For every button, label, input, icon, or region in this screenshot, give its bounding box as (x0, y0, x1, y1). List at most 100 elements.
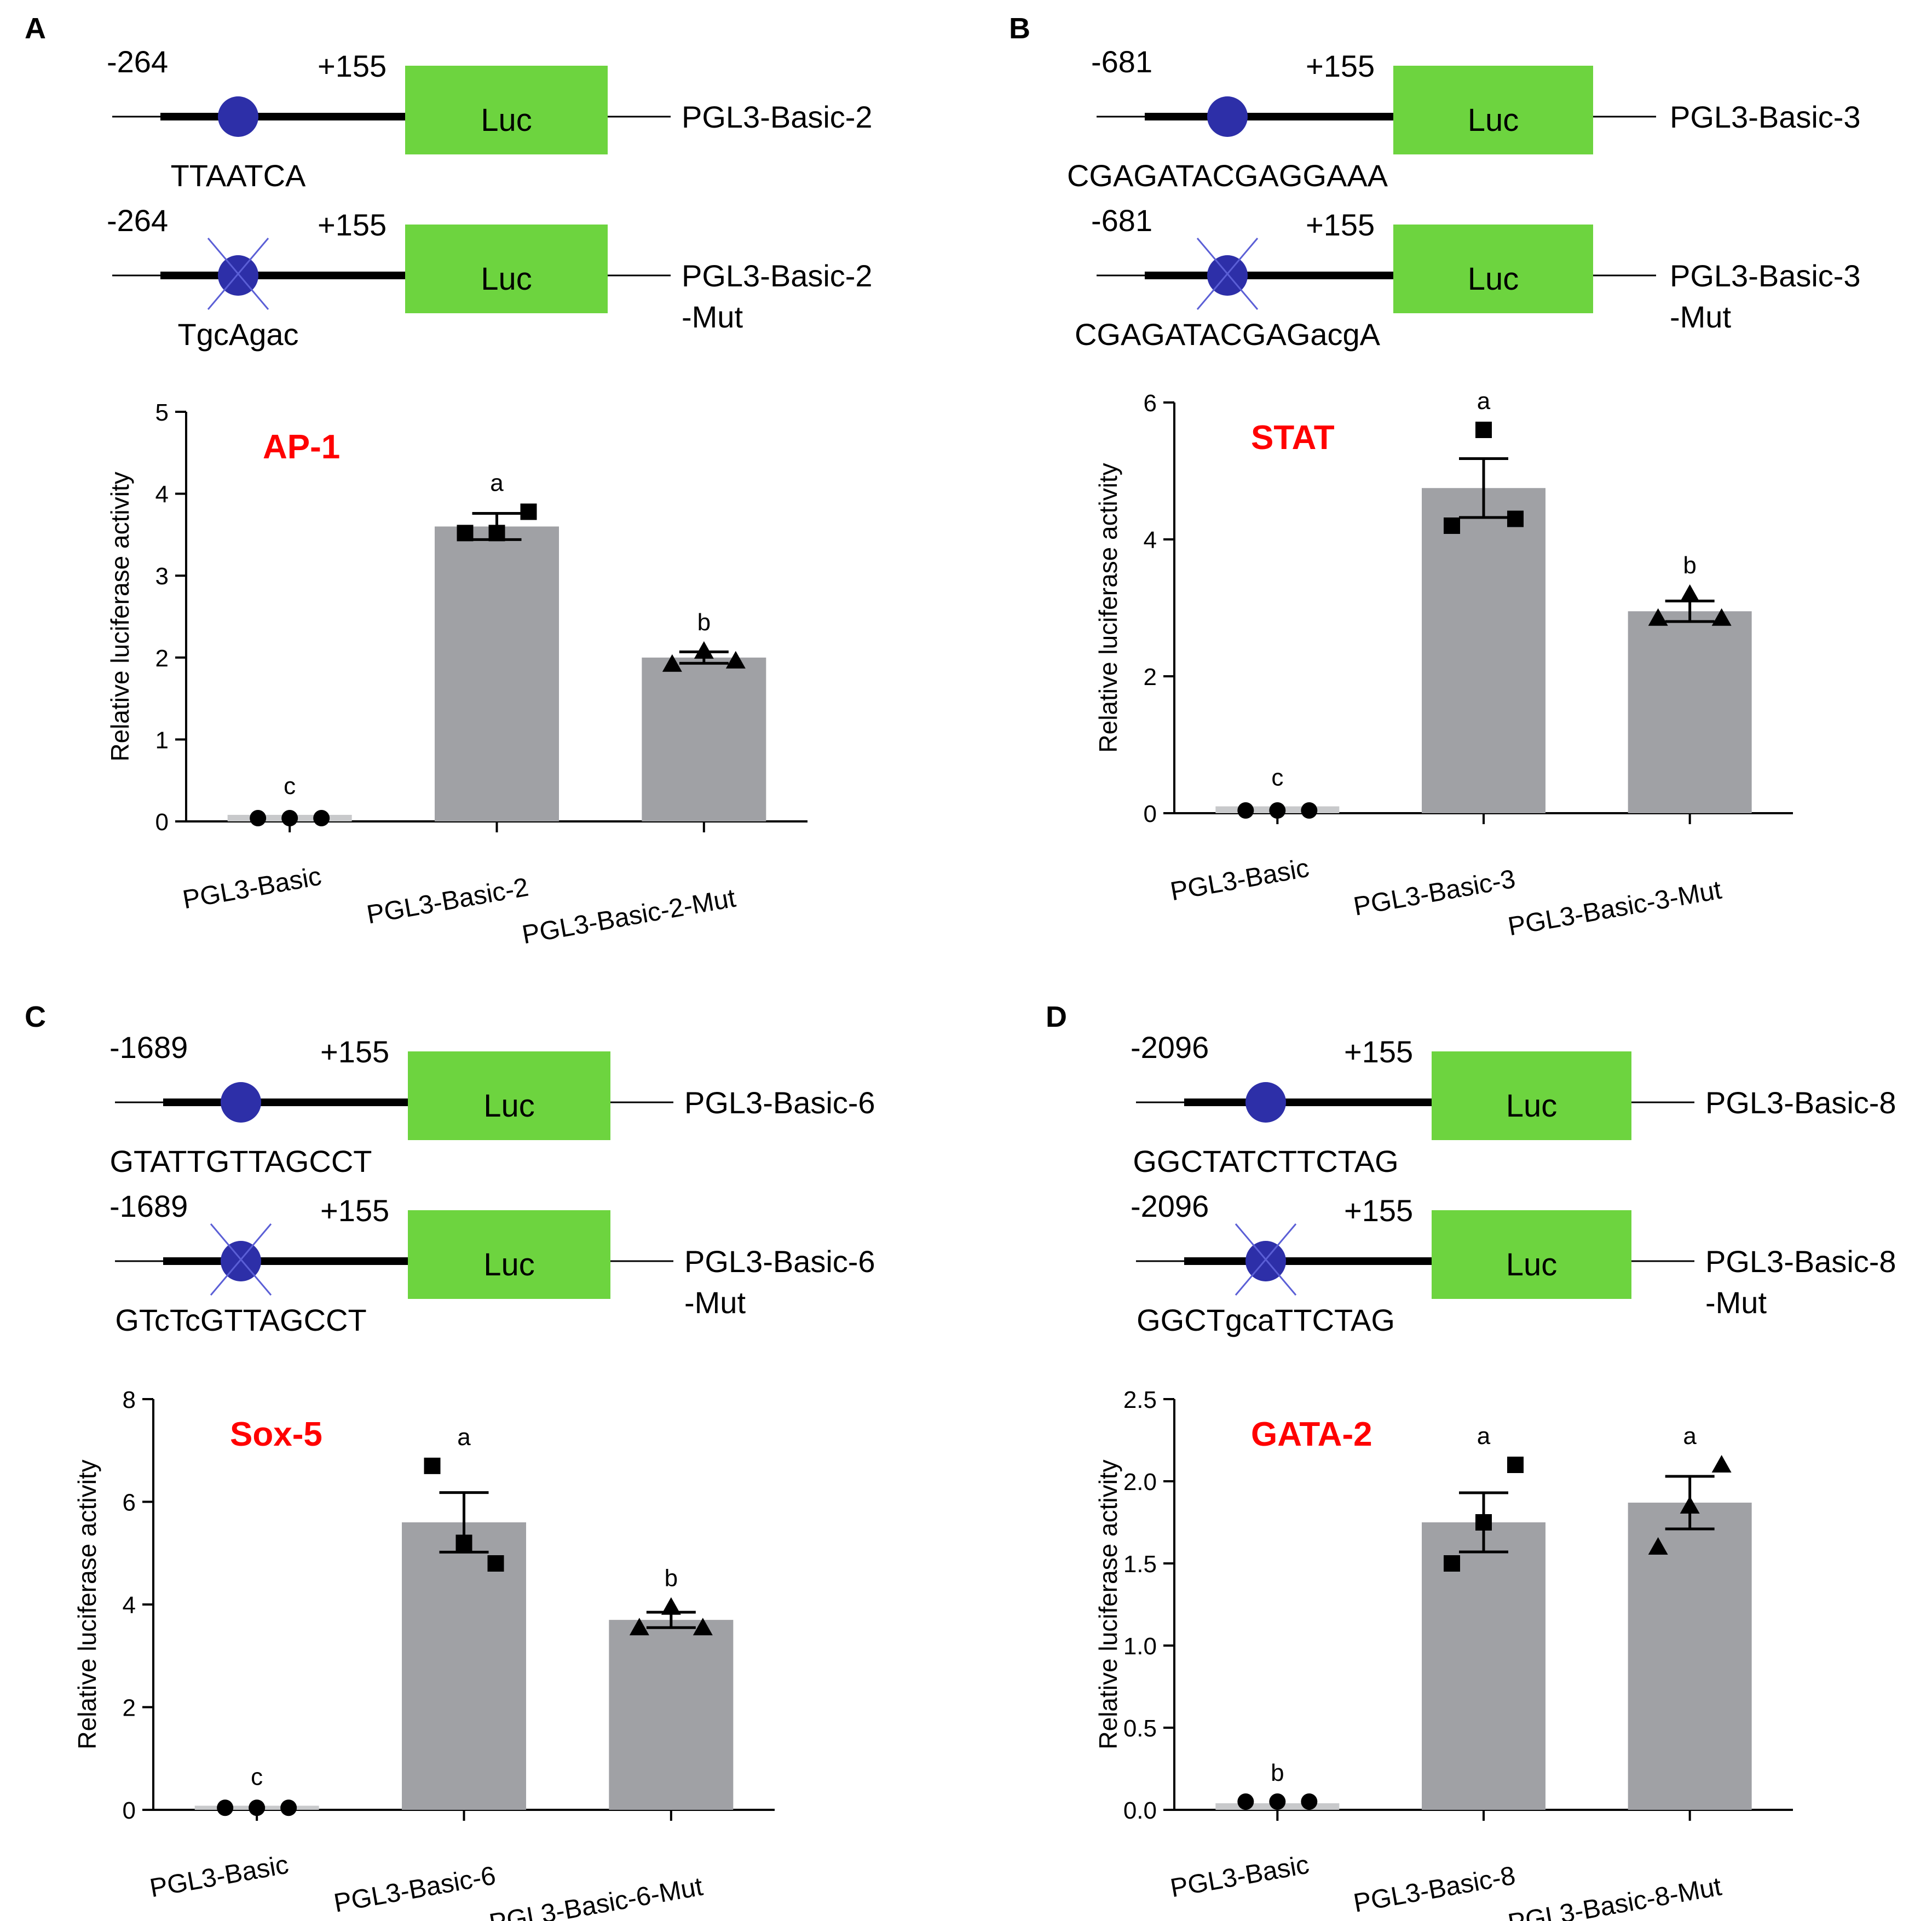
bar-chart-d: 0.0 0.5 1.0 1.5 2.0 2.5 Relative luciferase ac… (1094, 1387, 1793, 1921)
luc-box (1432, 1210, 1631, 1299)
chart-title: STAT (1251, 419, 1335, 457)
y-tick-label: 0 (123, 1797, 136, 1824)
data-point-square (457, 525, 474, 542)
data-point-square (520, 503, 537, 520)
data-point-circle (250, 810, 267, 827)
mutation-cross-line (207, 238, 269, 310)
significance-label: b (1683, 552, 1696, 579)
significance-label: b (697, 609, 711, 636)
site-sequence: TTAATCA (171, 158, 306, 193)
luc-label: Luc (483, 1247, 535, 1282)
data-point-circle (280, 1799, 297, 1816)
start-coordinate: -2096 (1131, 1030, 1209, 1065)
significance-label: a (490, 470, 504, 497)
y-tick-label: 0.5 (1123, 1715, 1157, 1742)
end-coordinate: +155 (320, 1193, 389, 1228)
data-point-circle (281, 810, 298, 827)
y-tick-label: 2.5 (1123, 1387, 1157, 1413)
significance-label: a (1683, 1423, 1697, 1450)
y-axis-label: Relative luciferase activity (106, 471, 134, 761)
significance-label: c (284, 773, 296, 800)
construct-name: -Mut (1670, 300, 1731, 334)
panel-letter: B (1009, 12, 1030, 45)
data-point-square (1444, 1555, 1460, 1572)
chart-title: GATA-2 (1251, 1416, 1372, 1453)
bar-chart-c: 0 2 4 6 8 Relative luciferase activity Sox-5 c P… (73, 1387, 775, 1921)
data-point-circle (313, 810, 330, 827)
site-sequence: GGCTATCTTCTAG (1133, 1144, 1398, 1178)
data-point-circle (217, 1799, 234, 1816)
y-tick-label: 2 (155, 645, 169, 672)
bar-chart-b: 0 2 4 6 Relative luciferase activity STAT c PGL… (1094, 388, 1793, 941)
start-coordinate: -264 (107, 203, 168, 238)
mutation-cross-line (210, 1223, 272, 1296)
construct-name: PGL3-Basic-2 (682, 100, 873, 134)
wildtype-construct: Luc -1689 +155 GTATTGTTAGCCT PGL3-Basic-6 (109, 1030, 875, 1178)
end-coordinate: +155 (1306, 49, 1375, 83)
construct-name: PGL3-Basic-6 (684, 1244, 875, 1279)
y-tick-label: 4 (123, 1592, 136, 1619)
x-category-label: PGL3-Basic-6-Mut (487, 1872, 705, 1921)
y-tick-label: 2 (1144, 664, 1157, 691)
significance-label: b (1271, 1759, 1284, 1786)
construct-name: PGL3-Basic-2 (682, 258, 873, 293)
construct-name: PGL3-Basic-3 (1670, 100, 1861, 134)
data-point-square (1475, 422, 1492, 438)
end-coordinate: +155 (318, 49, 387, 83)
data-point-triangle (725, 651, 746, 669)
construct-name: PGL3-Basic-8 (1705, 1244, 1896, 1279)
site-sequence: TgcAgac (178, 317, 299, 352)
bar-3 (642, 657, 766, 821)
binding-site-marker (218, 96, 258, 137)
significance-label: a (1477, 388, 1491, 415)
x-category-label: PGL3-Basic-6 (332, 1861, 498, 1918)
start-coordinate: -1689 (109, 1030, 188, 1065)
data-point-square (1507, 510, 1524, 527)
site-sequence: GTATTGTTAGCCT (109, 1144, 372, 1178)
site-sequence: CGAGATACGAGGAAA (1067, 158, 1388, 193)
mutant-construct: Luc -681 +155 CGAGATACGAGacgA PGL3-Basic-3 -M… (1075, 203, 1861, 352)
luc-box (1393, 225, 1593, 313)
significance-label: a (1477, 1423, 1491, 1450)
binding-site-marker (221, 1082, 261, 1123)
panel-letter: A (25, 12, 46, 45)
data-point-triangle (1648, 1537, 1668, 1555)
y-tick-label: 4 (155, 481, 169, 508)
y-axis-label: Relative luciferase activity (73, 1459, 101, 1749)
site-sequence: CGAGATACGAGacgA (1075, 317, 1381, 352)
y-tick-label: 4 (1144, 527, 1157, 554)
significance-label: c (251, 1764, 263, 1791)
panel-letter: D (1046, 1000, 1067, 1033)
luc-label: Luc (483, 1088, 535, 1124)
significance-label: c (1271, 764, 1283, 791)
data-point-triangle (1648, 608, 1668, 626)
site-sequence: GTcTcGTTAGCCT (115, 1303, 366, 1337)
y-tick-label: 8 (123, 1387, 136, 1413)
luc-box (408, 1210, 610, 1299)
mutation-cross-line (1196, 238, 1259, 310)
bar-3 (1628, 1503, 1752, 1810)
x-category-label: PGL3-Basic-3 (1351, 865, 1517, 922)
start-coordinate: -2096 (1131, 1189, 1209, 1223)
end-coordinate: +155 (1344, 1034, 1413, 1069)
data-point-triangle (1680, 584, 1700, 602)
data-point-triangle (1711, 608, 1732, 626)
end-coordinate: +155 (320, 1034, 389, 1069)
luc-box (408, 1051, 610, 1140)
construct-diagram-a: A Luc -264 +155 TTAATCA PGL3-Basic-2 Luc -264 +1… (25, 12, 873, 352)
luc-box (1393, 66, 1593, 154)
chart-title: AP-1 (263, 428, 340, 466)
construct-name: -Mut (684, 1285, 746, 1320)
bar-2 (1422, 488, 1545, 813)
data-point-triangle (694, 641, 714, 659)
y-tick-label: 5 (155, 399, 169, 426)
construct-name: -Mut (1705, 1285, 1767, 1320)
data-point-circle (249, 1799, 266, 1816)
bar-3 (1628, 611, 1752, 813)
construct-name: PGL3-Basic-6 (684, 1085, 875, 1120)
binding-site-marker (1245, 1082, 1286, 1123)
chart-title: Sox-5 (230, 1416, 322, 1453)
data-point-triangle (662, 654, 682, 672)
luc-box (405, 66, 608, 154)
